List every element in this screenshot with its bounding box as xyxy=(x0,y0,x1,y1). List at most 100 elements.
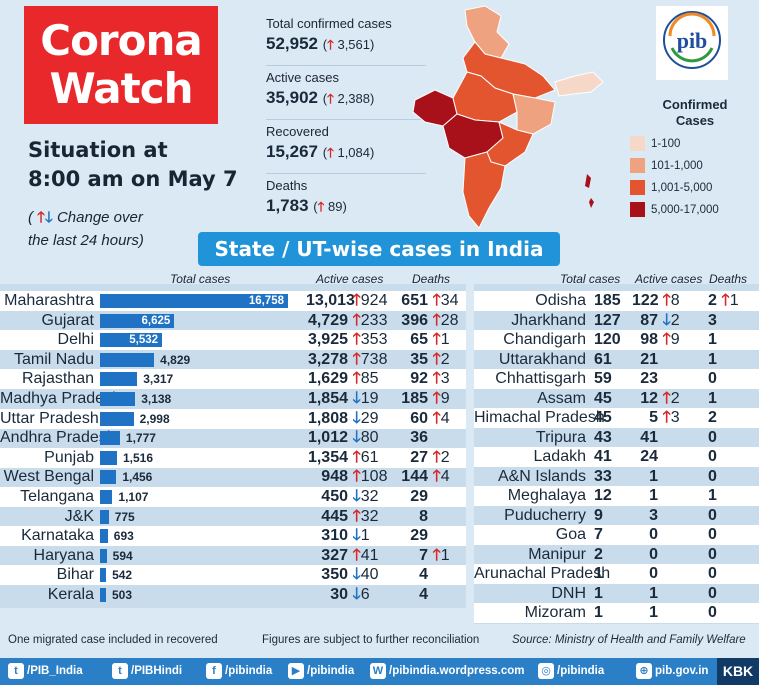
deaths-cell: 27 🡑2 xyxy=(410,448,450,466)
deaths-cell: 29 xyxy=(410,527,428,545)
left-header-active: Active cases xyxy=(316,272,384,286)
deaths-cell: 0 xyxy=(708,370,717,387)
total-bar xyxy=(100,431,120,446)
legend-title: Confirmed Cases xyxy=(662,97,728,128)
india-map xyxy=(412,5,604,229)
state-name: Arunachal Pradesh xyxy=(474,565,611,582)
social-link[interactable]: f/pibindia xyxy=(206,658,272,685)
total-value: 3,138 xyxy=(141,392,172,406)
total-bar xyxy=(100,450,117,465)
state-name: Tamil Nadu xyxy=(13,350,94,368)
brand-mark: KBK xyxy=(717,658,759,685)
active-cell: 1 xyxy=(649,467,658,485)
total-value: 43 xyxy=(594,428,612,446)
state-name: Goa xyxy=(555,526,586,543)
state-name: Maharashtra xyxy=(4,292,94,309)
summary-stats: Total confirmed cases 52,952 (🡑 3,561) A… xyxy=(266,12,426,228)
total-value: 1,107 xyxy=(118,490,149,504)
total-value: 7 xyxy=(594,526,603,543)
right-header-deaths: Deaths xyxy=(709,272,748,286)
up-arrow-icon: 🡑 xyxy=(432,311,441,329)
table-row: Maharashtra 16,758 13,013 🡑924 651 🡑34 xyxy=(0,291,466,311)
up-arrow-icon: 🡑 xyxy=(432,292,441,309)
deaths-cell: 0 xyxy=(708,506,717,524)
title-line1: Corona xyxy=(40,16,202,65)
down-arrow-icon: 🡓 xyxy=(352,488,361,505)
deaths-cell: 2 🡑1 xyxy=(708,292,739,309)
deaths-cell: 0 xyxy=(708,604,717,621)
deaths-cell: 0 xyxy=(708,584,717,602)
total-bar xyxy=(100,411,134,426)
state-name: Gujarat xyxy=(41,311,94,329)
active-cell: 23 xyxy=(640,370,658,387)
logo-text: pib xyxy=(677,28,708,53)
up-arrow-icon: 🡑 xyxy=(432,390,441,407)
table-row: Himachal Pradesh 45 5 🡑3 2 xyxy=(474,408,759,428)
social-link[interactable]: W/pibindia.wordpress.com xyxy=(370,658,524,685)
social-link[interactable]: t/PIB_India xyxy=(8,658,83,685)
down-arrow-icon: 🡓 xyxy=(352,429,361,447)
active-cell: 450 🡓32 xyxy=(321,488,379,505)
social-link[interactable]: ⊕ pib.gov.in xyxy=(636,658,708,685)
table-row: A&N Islands 33 1 0 xyxy=(474,467,759,487)
active-cell: 1,354 🡑61 xyxy=(307,448,379,466)
state-name: Mizoram xyxy=(524,604,586,621)
deaths-cell: 1 xyxy=(708,331,717,348)
up-arrow-icon: 🡑 xyxy=(352,292,361,309)
twitter-icon: t xyxy=(112,662,128,679)
deaths-cell: 92 🡑3 xyxy=(410,370,450,388)
active-cell: 1,808 🡓29 xyxy=(307,409,379,427)
state-name: Himachal Pradesh xyxy=(474,409,605,426)
up-arrow-icon: 🡑 xyxy=(432,350,441,368)
table-row: Arunachal Pradesh 1 0 0 xyxy=(474,564,759,584)
state-name: Delhi xyxy=(57,331,94,349)
facebook-icon: f xyxy=(206,662,222,679)
total-value: 542 xyxy=(112,568,133,583)
total-bar xyxy=(100,470,117,485)
up-arrow-icon: 🡑 xyxy=(352,448,361,466)
down-arrow-icon: 🡓 xyxy=(352,409,361,427)
map-northeast xyxy=(554,71,604,97)
active-cell: 1 xyxy=(649,487,658,504)
total-value: 3,317 xyxy=(143,372,174,387)
situation-text: Situation at 8:00 am on May 7 xyxy=(28,138,238,191)
total-bar xyxy=(100,372,138,387)
social-link[interactable]: ▶/pibindia xyxy=(288,658,354,685)
total-value: 1 xyxy=(594,584,603,602)
globe-icon: ⊕ xyxy=(636,662,652,679)
social-label: /pibindia xyxy=(225,665,273,677)
up-arrow-icon: 🡑 xyxy=(317,199,325,214)
table-row: Mizoram 1 1 0 xyxy=(474,603,759,623)
down-arrow-icon: 🡓 xyxy=(352,586,361,603)
deaths-cell: 35 🡑2 xyxy=(410,350,450,368)
deaths-cell: 4 xyxy=(419,586,428,603)
social-link[interactable]: ◎/pibindia xyxy=(538,658,604,685)
stat-deaths: Deaths 1,783 (🡑 89) xyxy=(266,178,347,215)
legend-swatch xyxy=(630,202,645,217)
social-label: /pibindia xyxy=(557,665,605,677)
up-arrow-icon: 🡑 xyxy=(352,468,361,486)
state-name: Chandigarh xyxy=(503,331,586,348)
total-value: 61 xyxy=(594,350,612,368)
social-link[interactable]: t/PIBHindi xyxy=(112,658,182,685)
table-row: Madhya Pradesh 3,138 1,854 🡓19 185 🡑9 xyxy=(0,389,466,409)
deaths-cell: 396 🡑28 xyxy=(401,311,459,329)
active-cell: 12 🡑2 xyxy=(640,389,680,407)
map-legend: Confirmed Cases 1-100 101-1,000 1,001-5,00… xyxy=(630,97,750,217)
state-name: Manipur xyxy=(528,545,586,563)
deaths-cell: 0 xyxy=(708,545,717,563)
deaths-cell: 0 xyxy=(708,565,717,582)
up-arrow-icon: 🡑 xyxy=(352,546,361,564)
up-arrow-icon: 🡑 xyxy=(432,448,441,466)
total-bar: 5,532 xyxy=(100,333,163,348)
active-cell: 310 🡓1 xyxy=(321,527,370,545)
right-header-total: Total cases xyxy=(560,272,621,286)
total-value: 45 xyxy=(594,409,612,426)
total-value: 775 xyxy=(114,509,135,524)
state-name: Odisha xyxy=(535,292,586,309)
state-name: Ladakh xyxy=(533,448,587,465)
table-row: Kerala 503 30 🡓6 4 xyxy=(0,585,466,605)
legend-swatch xyxy=(630,158,645,173)
table-row: Bihar 542 350 🡓40 4 xyxy=(0,565,466,586)
state-name: West Bengal xyxy=(3,468,94,486)
